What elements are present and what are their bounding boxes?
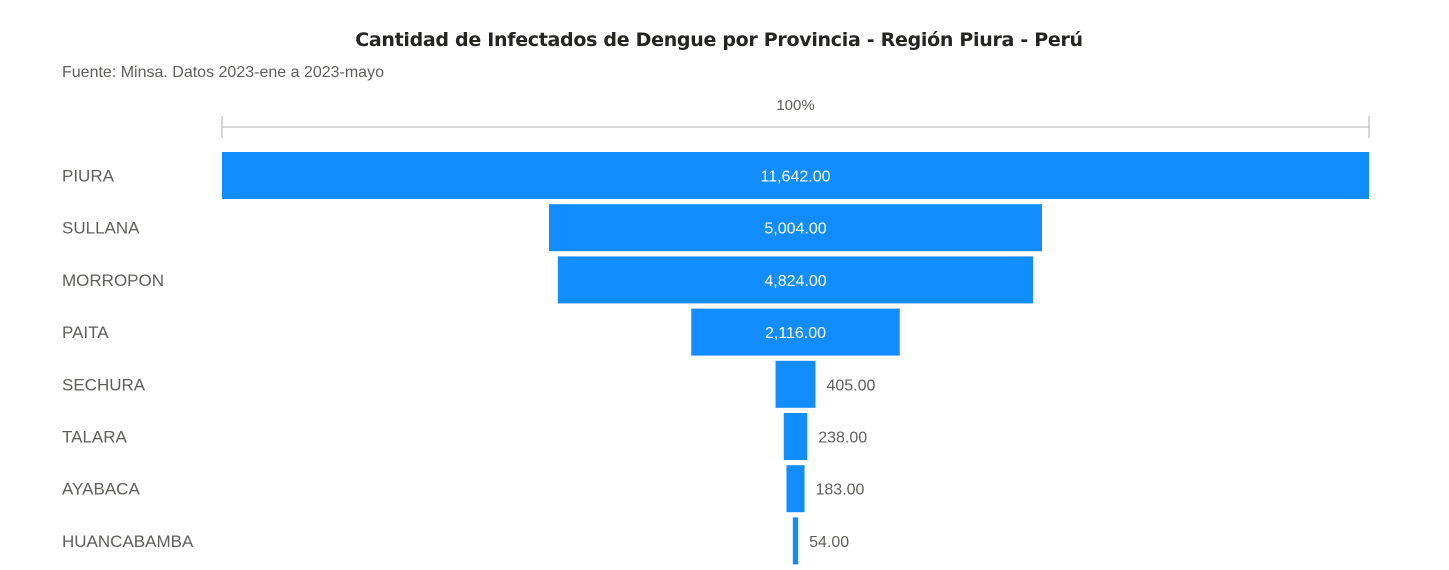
funnel-bar-talara[interactable] (783, 413, 808, 460)
percent-axis: 100% (221, 97, 1370, 138)
category-label-sullana: SULLANA (62, 219, 140, 238)
funnel-bar-sullana[interactable] (548, 204, 1043, 252)
category-label-sechura: SECHURA (62, 375, 146, 394)
chart-subtitle: Fuente: Minsa. Datos 2023-ene a 2023-may… (62, 64, 384, 81)
funnel-bar-piura[interactable] (222, 152, 1369, 199)
value-label-piura: 11,642.00 (761, 169, 831, 186)
value-label-talara: 238.00 (818, 430, 867, 447)
value-label-sullana: 5,004.00 (764, 221, 826, 238)
value-label-morropon: 4,824.00 (764, 273, 826, 290)
funnel-bar-huancabamba[interactable] (792, 517, 799, 565)
funnel-bar-morropon[interactable] (557, 256, 1034, 304)
value-label-ayabaca: 183.00 (816, 482, 865, 499)
category-label-piura: PIURA (62, 167, 115, 186)
funnel-bar-sechura[interactable] (775, 360, 816, 408)
category-label-huancabamba: HUANCABAMBA (62, 532, 194, 551)
chart-title: Cantidad de Infectados de Dengue por Pro… (355, 29, 1083, 51)
category-label-talara: TALARA (62, 428, 128, 447)
category-label-ayabaca: AYABACA (62, 480, 140, 499)
category-label-morropon: MORROPON (62, 271, 164, 290)
value-label-paita: 2,116.00 (765, 325, 826, 342)
value-label-huancabamba: 54.00 (809, 534, 849, 551)
funnel-bar-paita[interactable] (691, 308, 900, 356)
funnel-bars: PIURA 11,642.00 SULLANA 5,004.00 MORROPON 4,8… (62, 152, 1369, 565)
category-label-paita: PAITA (62, 323, 109, 342)
value-label-sechura: 405.00 (826, 377, 875, 394)
axis-label-100-percent: 100% (776, 97, 814, 114)
funnel-bar-ayabaca[interactable] (786, 465, 805, 513)
